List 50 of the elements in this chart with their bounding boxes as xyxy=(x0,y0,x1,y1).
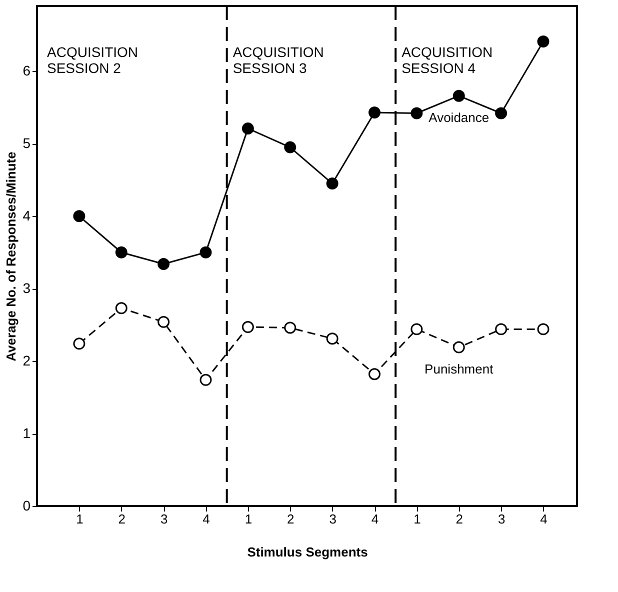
x-tick-label: 1 xyxy=(244,512,252,526)
point xyxy=(537,323,550,336)
y-tick-label: 4 xyxy=(22,208,31,224)
x-tick-label: 1 xyxy=(414,512,421,526)
annotation: ACQUISITION SESSION 3 xyxy=(232,44,324,76)
point xyxy=(115,246,128,258)
point xyxy=(73,210,86,222)
point xyxy=(495,323,508,336)
point xyxy=(73,338,86,350)
x-tick-label: 4 xyxy=(371,512,379,526)
point xyxy=(284,141,296,154)
y-tick-label: 5 xyxy=(22,135,31,152)
x-tick-label: 3 xyxy=(498,512,506,526)
point xyxy=(242,321,254,333)
x-tick-label: 2 xyxy=(118,512,126,526)
x-tick-label: 4 xyxy=(202,512,210,526)
x-tick-label: 1 xyxy=(76,512,84,526)
point xyxy=(452,341,465,354)
point xyxy=(326,178,338,190)
point xyxy=(200,374,212,386)
point xyxy=(495,107,508,120)
point xyxy=(452,90,465,102)
x-tick-label: 3 xyxy=(160,512,168,526)
x-tick-label: 2 xyxy=(456,512,463,526)
x-tick-label: 3 xyxy=(329,512,336,526)
point xyxy=(410,107,423,120)
annotation: ACQUISITION SESSION 4 xyxy=(402,44,493,76)
annotation: ACQUISITION SESSION 2 xyxy=(47,44,138,76)
y-axis-title: Average No. of Responses/Minute xyxy=(4,152,19,362)
point xyxy=(537,36,550,48)
point xyxy=(284,322,296,334)
point xyxy=(368,106,380,119)
x-tick-label: 4 xyxy=(540,512,548,526)
y-tick-label: 2 xyxy=(22,352,31,369)
point xyxy=(200,246,212,258)
point xyxy=(242,122,254,134)
point xyxy=(158,258,170,270)
y-tick-label: 1 xyxy=(22,425,31,442)
point xyxy=(410,323,423,336)
point xyxy=(368,368,380,380)
point xyxy=(158,316,170,328)
y-tick-label: 6 xyxy=(22,62,31,79)
series-label: Avoidance xyxy=(428,110,490,125)
point xyxy=(326,332,338,345)
series-label: Punishment xyxy=(424,361,494,376)
y-tick-label: 3 xyxy=(22,280,31,296)
x-axis-title: Stimulus Segments xyxy=(247,544,368,560)
point xyxy=(115,302,128,314)
y-tick-label: 0 xyxy=(22,498,31,514)
x-tick-label: 2 xyxy=(287,512,294,526)
